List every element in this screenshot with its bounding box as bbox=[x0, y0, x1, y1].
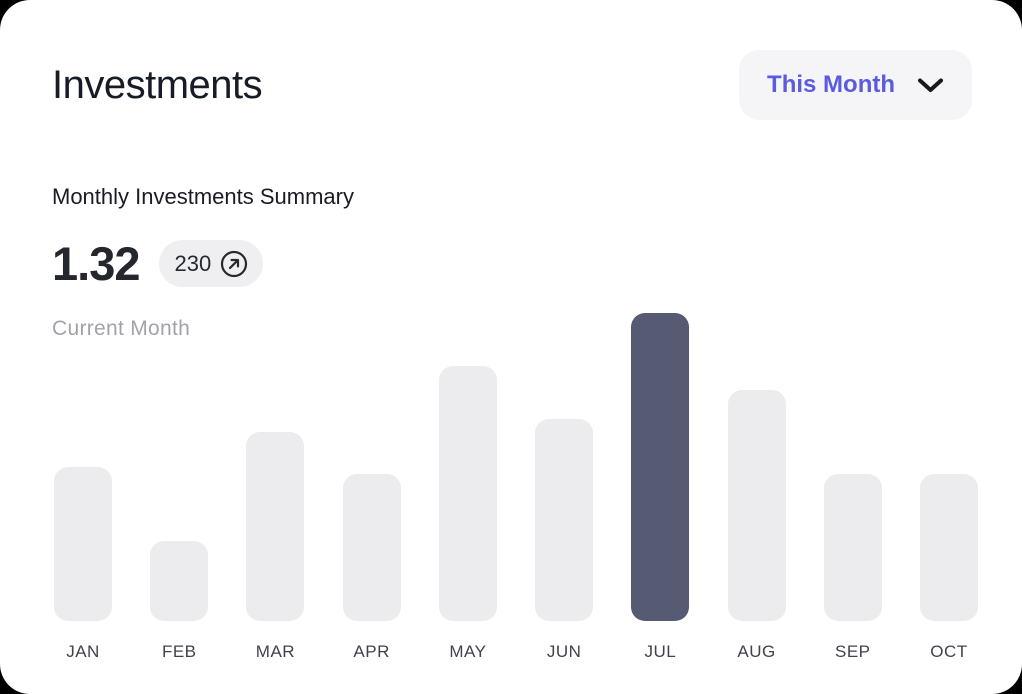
bar-column-jun bbox=[535, 313, 594, 621]
bar-aug[interactable] bbox=[727, 390, 786, 621]
month-label-oct: OCT bbox=[930, 642, 968, 661]
metric-row: 1.32 230 bbox=[52, 236, 970, 291]
bar-oct[interactable] bbox=[919, 474, 978, 621]
bar-feb[interactable] bbox=[150, 541, 209, 621]
arrow-up-right-circle-icon bbox=[220, 250, 248, 278]
bar-column-feb bbox=[150, 313, 209, 621]
month-label-sep: SEP bbox=[834, 642, 871, 661]
summary-subtitle: Monthly Investments Summary bbox=[52, 184, 354, 209]
bar-column-jul bbox=[631, 313, 690, 621]
bar-may[interactable] bbox=[438, 366, 497, 621]
month-label-aug: AUG bbox=[737, 642, 776, 661]
month-label-may: MAY bbox=[449, 642, 487, 661]
bar-jul-highlighted[interactable] bbox=[631, 313, 690, 621]
chevron-down-icon bbox=[917, 77, 944, 94]
summary-section: Monthly Investments Summary 1.32 230 Cur… bbox=[0, 184, 1022, 341]
period-selector-button[interactable]: This Month bbox=[739, 50, 972, 120]
month-label-jun: JUN bbox=[546, 642, 582, 661]
month-label-mar: MAR bbox=[255, 642, 296, 661]
month-labels-row: JAN FEB MAR APR MAY JUN JUL AUG SEP OCT bbox=[0, 642, 1022, 662]
bar-sep[interactable] bbox=[823, 474, 882, 621]
bar-column-sep bbox=[823, 313, 882, 621]
bar-column-oct bbox=[919, 313, 978, 621]
metric-value: 1.32 bbox=[52, 237, 140, 290]
bar-mar[interactable] bbox=[246, 432, 305, 621]
monthly-bar-chart bbox=[0, 313, 1022, 621]
trend-badge-count: 230 bbox=[174, 250, 212, 276]
bar-column-aug bbox=[727, 313, 786, 621]
month-label-jul: JUL bbox=[644, 642, 677, 661]
card-header: Investments This Month bbox=[0, 0, 1022, 120]
month-label-jan: JAN bbox=[66, 642, 100, 661]
bar-column-apr bbox=[342, 313, 401, 621]
month-label-apr: APR bbox=[353, 642, 390, 661]
bar-apr[interactable] bbox=[342, 474, 401, 621]
period-selector-label: This Month bbox=[767, 71, 895, 98]
bar-column-may bbox=[438, 313, 497, 621]
page-title: Investments bbox=[52, 62, 263, 107]
bar-column-jan bbox=[54, 313, 112, 621]
bar-jun[interactable] bbox=[535, 419, 594, 621]
trend-badge[interactable]: 230 bbox=[159, 240, 264, 287]
month-label-feb: FEB bbox=[161, 642, 197, 661]
current-month-caption: Current Month bbox=[52, 317, 191, 340]
bar-column-mar bbox=[246, 313, 305, 621]
bar-jan[interactable] bbox=[54, 467, 112, 621]
